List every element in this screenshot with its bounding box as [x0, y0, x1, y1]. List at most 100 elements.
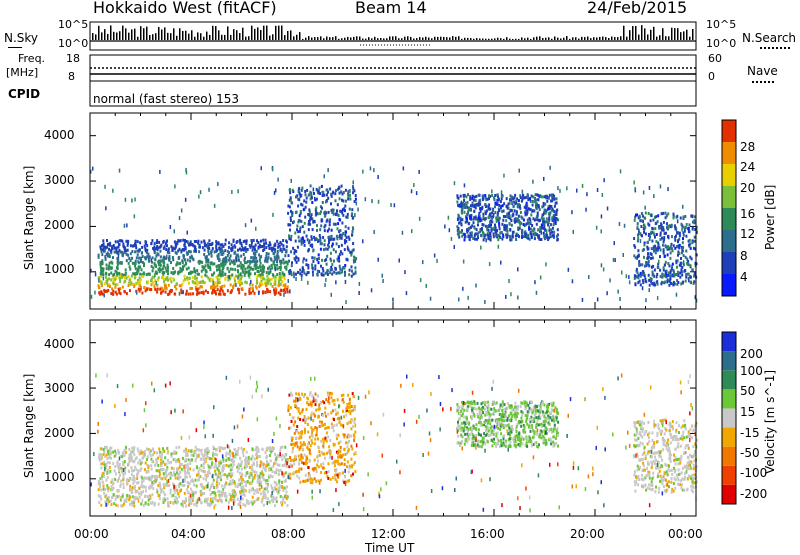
data-cell [637, 271, 639, 274]
data-cell [244, 504, 246, 507]
nsky-bar [167, 33, 169, 40]
data-cell [99, 245, 101, 248]
data-cell [103, 492, 105, 495]
data-cell [152, 276, 154, 279]
data-cell [135, 243, 137, 246]
data-cell [521, 200, 523, 203]
data-cell [321, 207, 323, 210]
nsky-bar [605, 37, 607, 40]
data-cell [123, 486, 125, 489]
data-cell [348, 410, 350, 413]
nsky-bar [362, 39, 364, 40]
data-cell [251, 464, 253, 467]
data-cell [225, 499, 227, 502]
data-cell [306, 197, 308, 200]
nsky-bar [572, 37, 574, 40]
data-cell [294, 232, 296, 235]
data-cell [586, 192, 588, 196]
data-cell [352, 227, 354, 230]
nsky-bar [401, 38, 403, 40]
data-cell [98, 279, 100, 283]
data-cell [399, 259, 401, 263]
data-cell [665, 212, 667, 215]
nsky-bar [323, 38, 325, 40]
data-cell [174, 247, 176, 250]
nsky-bar [389, 36, 391, 40]
data-cell [196, 504, 198, 507]
nsky-bar [110, 25, 112, 40]
data-cell [187, 293, 189, 296]
data-cell [192, 493, 194, 496]
data-cell [568, 268, 570, 272]
data-cell [566, 186, 568, 190]
data-cell [187, 485, 189, 488]
data-cell [662, 212, 664, 215]
data-cell [382, 279, 384, 283]
data-cell [348, 236, 350, 239]
data-cell [529, 218, 531, 221]
data-cell [676, 266, 678, 269]
data-cell [310, 244, 312, 247]
data-cell [403, 166, 405, 170]
data-cell [392, 298, 394, 302]
data-cell [225, 454, 227, 457]
data-cell [257, 481, 259, 484]
data-cell [501, 190, 503, 194]
data-cell [667, 280, 669, 284]
data-cell [347, 198, 349, 201]
data-cell [324, 457, 326, 460]
data-cell [629, 280, 631, 284]
nsky-bar [326, 37, 328, 40]
nsky-bar [113, 32, 115, 40]
data-cell [234, 279, 236, 282]
data-cell [347, 460, 349, 463]
data-cell [650, 280, 652, 283]
nsky-bar [257, 27, 259, 40]
data-cell [274, 481, 276, 484]
data-cell [330, 396, 332, 399]
data-cell [110, 278, 112, 281]
data-cell [545, 212, 547, 215]
data-cell [225, 492, 227, 495]
data-cell [224, 243, 226, 246]
data-cell [139, 496, 141, 499]
data-cell [543, 177, 545, 181]
data-cell [291, 211, 293, 214]
data-cell [333, 271, 335, 274]
data-cell [338, 434, 340, 437]
data-cell [194, 275, 196, 278]
data-cell [233, 262, 235, 265]
data-cell [109, 242, 111, 245]
data-cell [494, 211, 496, 214]
data-cell [314, 264, 316, 267]
data-cell [273, 263, 275, 266]
data-cell [153, 285, 155, 288]
data-cell [330, 478, 332, 481]
data-cell [284, 277, 286, 280]
data-cell [122, 473, 124, 476]
data-cell [237, 275, 239, 279]
data-cell [280, 241, 282, 244]
data-cell [165, 248, 167, 251]
data-cell [404, 270, 406, 274]
data-cell [637, 249, 639, 252]
data-cell [284, 446, 286, 449]
data-cell [378, 258, 380, 262]
data-cell [468, 234, 470, 237]
data-cell [177, 492, 179, 495]
data-cell [329, 223, 331, 226]
data-cell [178, 473, 180, 476]
data-cell [318, 253, 320, 256]
data-cell [318, 450, 320, 453]
data-cell [181, 463, 183, 466]
data-cell [155, 247, 157, 250]
nsky-bar [227, 26, 229, 40]
nsky-bar [470, 38, 472, 40]
data-cell [271, 259, 273, 262]
data-cell [267, 290, 269, 293]
data-cell [234, 268, 236, 271]
data-cell [146, 244, 148, 247]
data-cell [103, 276, 105, 280]
data-cell [330, 202, 332, 205]
data-cell [626, 274, 628, 278]
